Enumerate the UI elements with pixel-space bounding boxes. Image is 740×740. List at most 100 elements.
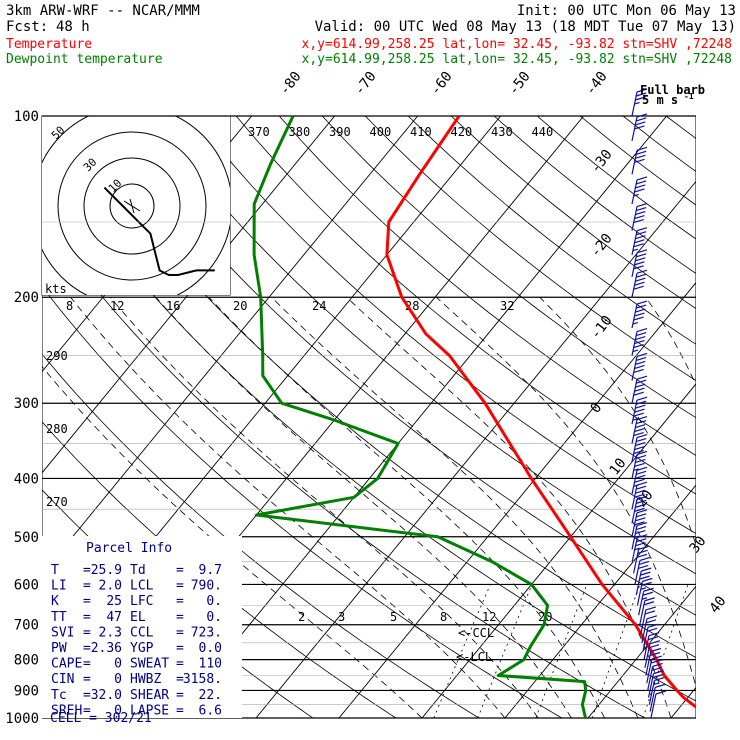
moist-adiabat <box>436 296 696 688</box>
parcel-label: K <box>51 594 59 609</box>
wind-barb <box>631 521 648 550</box>
mixing-ratio-label-low: 3 <box>338 610 345 624</box>
wind-barb-feather <box>641 581 652 586</box>
parcel-value: 6.6 <box>199 703 222 718</box>
hodograph-trace <box>103 186 215 276</box>
parcel-value: 2.36 <box>91 641 122 656</box>
moist-adiabat <box>208 296 605 718</box>
wind-barb-feather <box>641 567 652 572</box>
pressure-tick-label: 1000 <box>5 711 39 727</box>
parcel-eq: = <box>83 641 91 656</box>
wind-barb-feather <box>635 423 646 429</box>
wind-barb <box>631 466 648 495</box>
wind-barb <box>631 146 648 175</box>
parcel-value: 790. <box>191 579 222 594</box>
forecast-label: Fcst: <box>6 19 48 35</box>
theta-left-label: 290 <box>46 349 68 363</box>
wind-barb-half-feather <box>633 484 639 487</box>
wind-barb <box>649 683 666 712</box>
wind-barb-feather <box>636 509 648 514</box>
barb-legend-exponent: -1 <box>684 92 694 101</box>
parcel-value: 0.0 <box>199 641 222 656</box>
wind-barb-feather <box>635 207 647 212</box>
wind-barb <box>633 545 649 574</box>
header: 3km ARW-WRF -- NCAR/MMM Init: 00 UTC Mon… <box>6 3 736 67</box>
wind-barb-feather <box>634 364 645 370</box>
parcel-eq: = <box>176 610 184 625</box>
mixing-ratio-label: 32 <box>500 299 514 313</box>
parcel-value: 110 <box>199 657 222 672</box>
wind-barb-feather <box>650 647 662 653</box>
wind-barb-feather <box>635 180 647 185</box>
wind-barb-feather <box>636 553 648 558</box>
parcel-label: CIN <box>51 672 74 687</box>
isotherm <box>587 585 696 718</box>
wind-barb-half-feather <box>634 535 640 539</box>
parcel-value: 0 <box>114 703 122 718</box>
wind-barb <box>641 615 658 643</box>
hodograph-background <box>42 116 230 295</box>
parcel-value: 0. <box>206 594 222 609</box>
wind-barb <box>631 300 648 329</box>
wind-barb-feather <box>635 335 646 341</box>
wind-barb-feather <box>636 352 648 358</box>
pressure-tick-label: 800 <box>14 653 39 669</box>
parcel-label: SREH <box>51 703 82 718</box>
barb-legend-line2: 5 m s <box>642 93 678 107</box>
wind-barb-feather <box>645 606 657 611</box>
parcel-eq: = <box>176 688 184 703</box>
parcel-value: 22. <box>199 688 222 703</box>
wind-barb <box>631 481 648 510</box>
wind-barb-feather <box>635 273 647 278</box>
init-time: Init: 00 UTC Mon 06 May 13 <box>517 3 736 19</box>
parcel-value: 3158. <box>183 672 222 687</box>
wind-barb-feather <box>636 300 648 305</box>
wind-barb-feather <box>635 513 647 518</box>
wind-barb <box>645 647 662 676</box>
temperature-tick-label: -70 <box>352 69 380 99</box>
wind-barb-feather <box>636 495 648 500</box>
theta-label: 380 <box>289 125 311 139</box>
wind-barb-feather <box>652 674 663 679</box>
parcel-label: HWBZ <box>130 672 161 687</box>
wind-barb-feather <box>636 227 648 232</box>
temperature-tick-label: -50 <box>506 69 534 99</box>
wind-barb-half-feather <box>632 349 639 353</box>
parcel-value: 2.0 <box>99 579 122 594</box>
wind-barb-feather <box>638 564 649 570</box>
wind-barb-feather <box>645 619 657 624</box>
wind-barb-feather <box>644 597 655 602</box>
wind-barb-feather <box>634 387 645 392</box>
temperature-tick-label: -40 <box>583 69 611 99</box>
theta-label: 390 <box>329 125 351 139</box>
mixing-ratio-label: 24 <box>312 299 326 313</box>
parcel-label: LCL <box>130 579 154 594</box>
lcl-marker: <-LCL <box>456 650 492 664</box>
wind-barb-feather <box>633 285 644 290</box>
wind-barb <box>631 396 648 425</box>
mixing-ratio-line <box>433 584 491 718</box>
wind-barb <box>631 534 648 562</box>
wind-barb <box>635 567 652 596</box>
isotherm <box>42 116 418 575</box>
parcel-value: 0 <box>114 672 122 687</box>
pressure-tick-label: 900 <box>14 683 39 699</box>
mixing-ratio-label: 8 <box>66 299 73 313</box>
parcel-value: 9.7 <box>199 563 222 578</box>
wind-barb-feather <box>634 493 645 498</box>
wind-barb-feather <box>654 677 665 682</box>
mixing-ratio-label-low: 5 <box>390 610 397 624</box>
wind-barb-half-feather <box>633 193 639 197</box>
parcel-label: PW <box>51 641 67 656</box>
mixing-ratio-line <box>535 584 588 718</box>
wind-barb-half-feather <box>641 597 648 600</box>
wind-barb-feather <box>635 517 646 522</box>
dry-adiabat <box>364 116 696 382</box>
wind-barb-feather <box>636 481 648 486</box>
wind-barb-feather <box>637 549 648 554</box>
wind-barb-feather <box>635 470 647 475</box>
wind-barb-feather <box>636 249 648 254</box>
moist-adiabat <box>271 296 639 718</box>
wind-barb-feather <box>635 404 646 409</box>
isotherm <box>338 281 696 718</box>
